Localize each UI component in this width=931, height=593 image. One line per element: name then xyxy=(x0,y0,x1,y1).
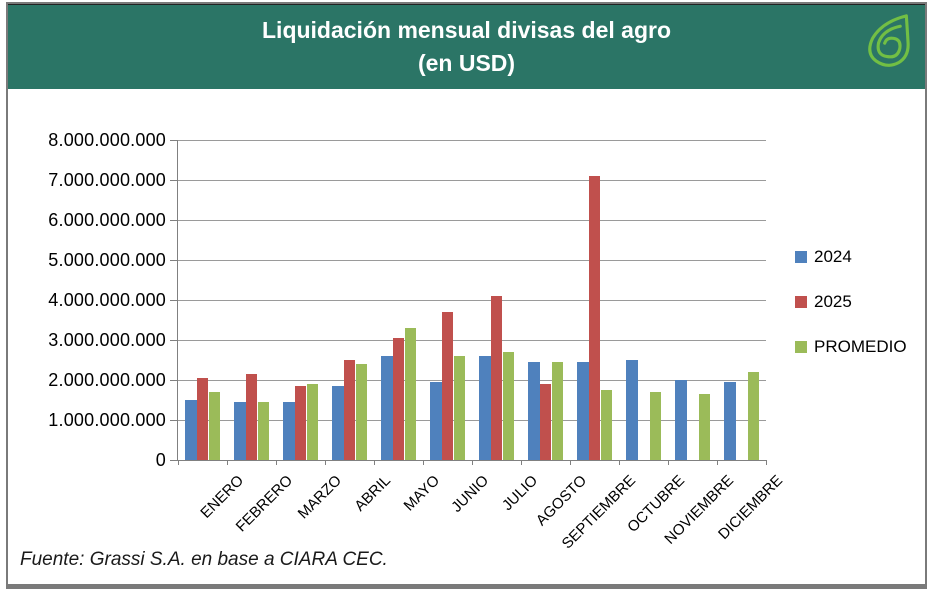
y-axis-tick xyxy=(170,260,177,261)
gridline xyxy=(178,340,766,341)
bar-2024-enero xyxy=(185,400,197,460)
y-axis-tick xyxy=(170,380,177,381)
chart-legend: 2024 2025 PROMEDIO xyxy=(795,247,907,382)
bar-promedio-enero xyxy=(208,392,221,460)
y-axis-tick xyxy=(170,420,177,421)
chart-title-line1: Liquidación mensual divisas del agro xyxy=(262,16,671,43)
legend-swatch-icon xyxy=(795,296,807,308)
y-axis-label: 4.000.000.000 xyxy=(48,290,166,310)
y-axis-tick xyxy=(170,140,177,141)
y-axis-tick xyxy=(170,300,177,301)
bar-promedio-julio xyxy=(502,352,515,460)
plot-area xyxy=(170,140,767,465)
y-axis-label: 6.000.000.000 xyxy=(48,210,166,230)
legend-label: 2025 xyxy=(814,292,852,311)
bar-2025-julio xyxy=(490,296,503,460)
bar-promedio-abril xyxy=(355,364,368,460)
gridline xyxy=(178,180,766,181)
y-axis-tick xyxy=(170,460,177,461)
bar-promedio-marzo xyxy=(306,384,319,460)
y-axis-line xyxy=(177,140,178,461)
y-axis-label: 7.000.000.000 xyxy=(48,170,166,190)
y-axis-label: 2.000.000.000 xyxy=(48,370,166,390)
x-axis-tick xyxy=(178,460,179,465)
bar-2024-febrero xyxy=(234,402,246,460)
bar-2024-noviembre xyxy=(675,380,687,460)
y-axis-label: 3.000.000.000 xyxy=(48,330,166,350)
y-axis-label: 8.000.000.000 xyxy=(48,130,166,150)
chart-title-line2: (en USD) xyxy=(417,50,516,76)
y-axis-label: 1.000.000.000 xyxy=(48,410,166,430)
chart-header: Liquidación mensual divisas del agro (en… xyxy=(8,4,925,89)
legend-label: PROMEDIO xyxy=(814,337,907,356)
x-axis-tick xyxy=(423,460,424,465)
gridline xyxy=(178,140,766,141)
x-axis-tick xyxy=(374,460,375,465)
x-axis-tick xyxy=(521,460,522,465)
y-axis-tick xyxy=(170,180,177,181)
bar-2024-marzo xyxy=(283,402,295,460)
bar-2024-octubre xyxy=(626,360,638,460)
bar-2025-enero xyxy=(196,378,209,460)
bar-promedio-septiembre xyxy=(600,390,613,460)
bar-promedio-diciembre xyxy=(747,372,760,460)
source-note: Fuente: Grassi S.A. en base a CIARA CEC. xyxy=(20,549,388,570)
bar-2024-septiembre xyxy=(577,362,589,460)
bar-2025-marzo xyxy=(294,386,307,460)
gridline xyxy=(178,380,766,381)
y-axis-tick xyxy=(170,220,177,221)
x-axis-tick xyxy=(472,460,473,465)
legend-item-promedio: PROMEDIO xyxy=(795,337,907,357)
bar-2025-mayo xyxy=(392,338,405,460)
legend-item-2025: 2025 xyxy=(795,292,907,312)
legend-swatch-icon xyxy=(795,341,807,353)
bar-promedio-junio xyxy=(453,356,466,460)
gridline xyxy=(178,220,766,221)
x-axis-tick xyxy=(668,460,669,465)
bar-promedio-noviembre xyxy=(698,394,711,460)
bar-2025-septiembre xyxy=(588,176,601,460)
bar-2025-junio xyxy=(441,312,454,460)
gridline xyxy=(178,300,766,301)
y-axis-label: 0 xyxy=(155,450,166,470)
bar-2025-abril xyxy=(343,360,356,460)
bar-promedio-mayo xyxy=(404,328,417,460)
bar-promedio-agosto xyxy=(551,362,564,460)
y-axis-label: 5.000.000.000 xyxy=(48,250,166,270)
bar-2024-agosto xyxy=(528,362,540,460)
x-axis-tick xyxy=(570,460,571,465)
legend-item-2024: 2024 xyxy=(795,247,907,267)
legend-swatch-icon xyxy=(795,251,807,263)
x-axis-tick xyxy=(276,460,277,465)
bar-promedio-febrero xyxy=(257,402,270,460)
x-axis-tick xyxy=(325,460,326,465)
bar-2025-agosto xyxy=(539,384,552,460)
bar-2024-mayo xyxy=(381,356,393,460)
gridline xyxy=(178,420,766,421)
bar-2024-junio xyxy=(430,382,442,460)
x-axis-tick xyxy=(717,460,718,465)
grassi-leaf-logo-icon xyxy=(863,12,915,75)
x-axis-tick xyxy=(227,460,228,465)
y-axis-tick xyxy=(170,340,177,341)
legend-label: 2024 xyxy=(814,247,852,266)
bar-promedio-octubre xyxy=(649,392,662,460)
x-axis-tick xyxy=(766,460,767,465)
x-axis-tick xyxy=(619,460,620,465)
gridline xyxy=(178,260,766,261)
bar-2025-febrero xyxy=(245,374,258,460)
bar-2024-diciembre xyxy=(724,382,736,460)
bar-2024-abril xyxy=(332,386,344,460)
bar-2024-julio xyxy=(479,356,491,460)
